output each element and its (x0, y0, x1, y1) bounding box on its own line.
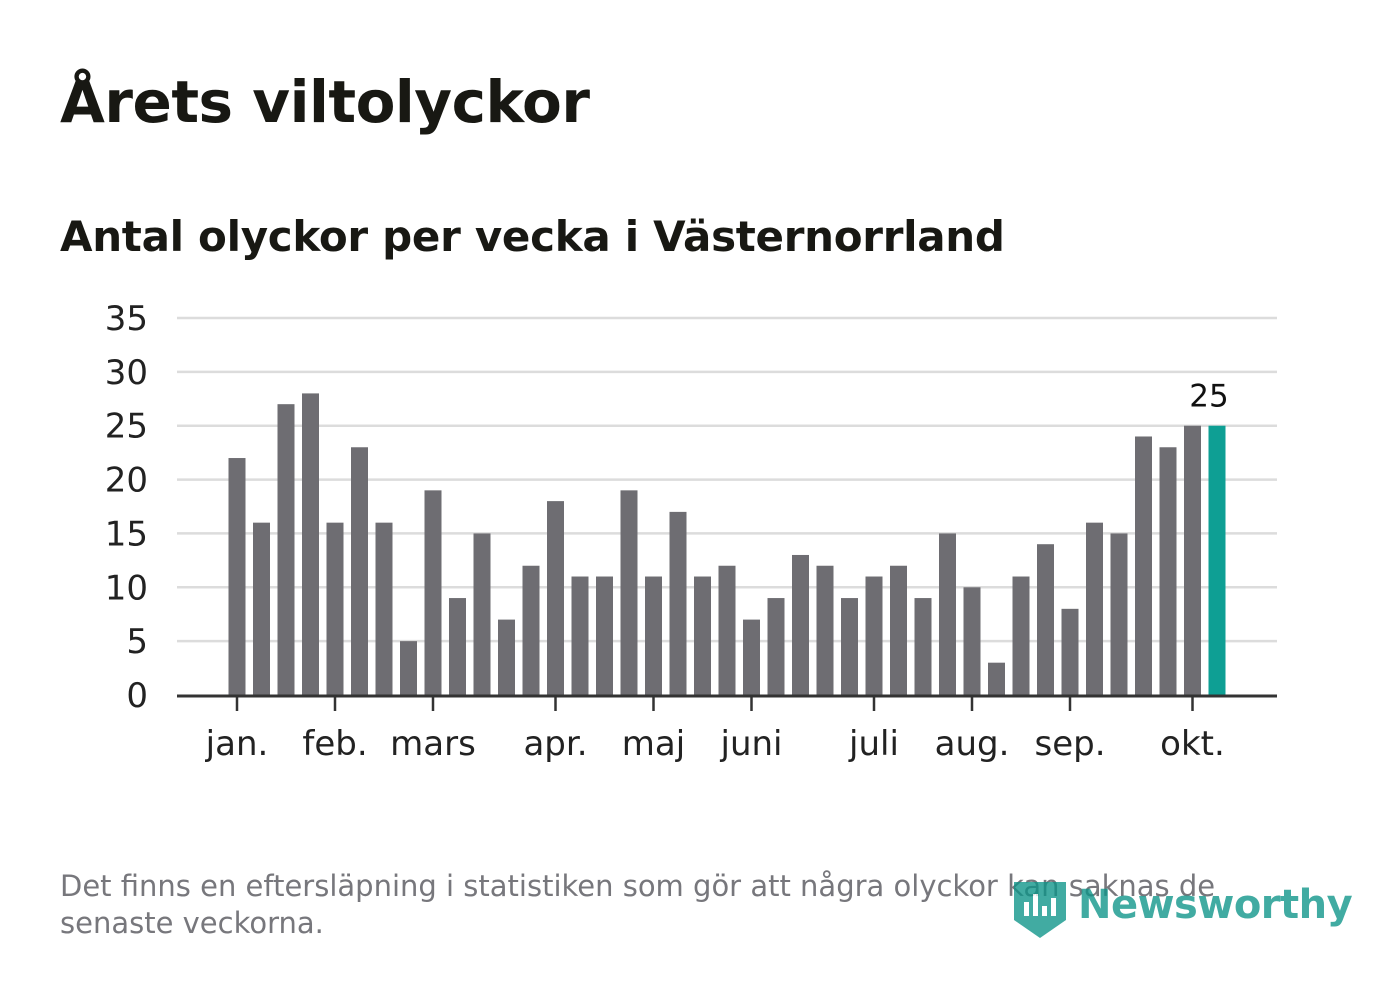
bar (1086, 522, 1103, 695)
x-tick-label: juli (848, 724, 899, 764)
chart-subtitle: Antal olyckor per vecka i Västernorrland (60, 212, 1005, 261)
bar (571, 576, 589, 695)
bar (400, 641, 417, 695)
bar (669, 511, 687, 695)
bar (1184, 425, 1201, 695)
bar (767, 598, 785, 695)
bar (1037, 544, 1054, 695)
newsworthy-logo-text: Newsworthy (1078, 882, 1353, 928)
bar (302, 393, 319, 695)
bar (645, 576, 662, 695)
y-tick-label: 10 (105, 568, 148, 608)
bar (596, 576, 613, 695)
bar (449, 598, 466, 695)
bar (277, 404, 295, 695)
bar (522, 565, 540, 695)
y-tick-label: 5 (126, 622, 148, 662)
bar (1012, 576, 1030, 695)
bar (914, 598, 932, 695)
y-tick-label: 25 (105, 407, 148, 447)
bar (816, 565, 834, 695)
bar (228, 458, 246, 695)
bar (351, 447, 368, 695)
bar (743, 619, 760, 695)
bar (890, 565, 907, 695)
bar-chart: 0 5 10 15 20 25 30 35 jan. feb. mars apr. maj juni ju… (105, 299, 1277, 764)
x-tick-label: juni (720, 724, 783, 764)
bar (1061, 608, 1079, 695)
data-labels: 25 (1189, 379, 1228, 415)
bar (988, 662, 1005, 695)
x-axis: jan. feb. mars apr. maj juni juli aug. sep. okt. (177, 694, 1277, 764)
x-tick-label: mars (390, 724, 476, 764)
bar (718, 565, 736, 695)
y-tick-label: 30 (105, 353, 148, 393)
bar (424, 490, 442, 695)
bar (498, 619, 515, 695)
bar (841, 598, 858, 695)
chart-title: Årets viltolyckor (60, 68, 590, 136)
bar (1135, 436, 1152, 695)
x-tick-label: sep. (1034, 724, 1105, 764)
bar (473, 533, 491, 695)
x-tick-label: feb. (302, 724, 367, 764)
newsworthy-logo-icon (1014, 882, 1066, 938)
bar (1110, 533, 1128, 695)
newsworthy-logo: Newsworthy (1010, 876, 1353, 946)
y-tick-label: 0 (126, 676, 148, 716)
bar (792, 554, 809, 695)
bar (547, 501, 564, 695)
bar (963, 587, 981, 695)
x-tick-label: okt. (1160, 724, 1225, 764)
bars (228, 393, 1226, 695)
y-axis-ticks: 0 5 10 15 20 25 30 35 (105, 299, 148, 716)
bar (620, 490, 638, 695)
x-tick-label: jan. (205, 724, 269, 764)
bar (375, 522, 393, 695)
bar (694, 576, 711, 695)
bar (1159, 447, 1177, 695)
y-tick-label: 20 (105, 461, 148, 501)
x-tick-label: apr. (523, 724, 587, 764)
bar (253, 522, 270, 695)
y-tick-label: 35 (105, 299, 148, 339)
highlight-value-label: 25 (1189, 379, 1228, 415)
bar (939, 533, 956, 695)
y-tick-label: 15 (105, 514, 148, 554)
bar (865, 576, 883, 695)
bar (326, 522, 344, 695)
x-tick-label: aug. (935, 724, 1010, 764)
bar (1208, 425, 1226, 695)
x-tick-label: maj (622, 724, 685, 764)
